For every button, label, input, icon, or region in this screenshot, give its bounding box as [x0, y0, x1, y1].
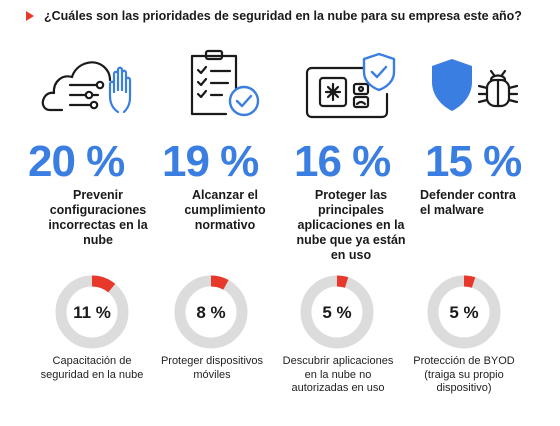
donut-label-4: Protección de BYOD (traiga su propio dis…: [413, 355, 515, 394]
stat-value-2: 19 %: [162, 137, 259, 186]
shield-bug-icon: [432, 59, 519, 111]
donut-chart-3: 5 %: [300, 275, 374, 349]
stat-label-2: Alcanzar el cumplimiento normativo: [184, 188, 266, 232]
donut-value: 5 %: [322, 303, 351, 322]
donut-label-2: Proteger dispositivos móviles: [160, 355, 264, 381]
donut-label-3: Descubrir aplicaciones en la nube no aut…: [282, 355, 394, 394]
stat-label-4: Defender contra el malware: [420, 188, 516, 217]
donut-segment: [463, 275, 476, 288]
donut-value: 5 %: [449, 303, 478, 322]
donut-segment: [336, 275, 349, 288]
stat-label-3: Proteger las principales aplicaciones en…: [296, 188, 406, 262]
donut-chart-4: 5 %: [427, 275, 501, 349]
triangle-bullet-icon: [26, 11, 34, 21]
donut-segment: [210, 275, 229, 290]
stat-value-4: 15 %: [425, 137, 522, 186]
header: ¿Cuáles son las prioridades de seguridad…: [26, 6, 522, 26]
app-panel-shield-icon: [305, 52, 396, 119]
donut-value: 8 %: [196, 303, 225, 322]
stat-label-1: Prevenir configuraciones incorrectas en …: [48, 188, 148, 247]
stat-value-3: 16 %: [294, 137, 391, 186]
cloud-settings-hand-icon: [41, 61, 132, 114]
donut-segment: [91, 275, 116, 293]
donut-chart-2: 8 %: [174, 275, 248, 349]
page-title: ¿Cuáles son las prioridades de seguridad…: [44, 9, 522, 23]
donut-label-1: Capacitación de seguridad en la nube: [40, 355, 144, 381]
donut-chart-1: 11 %: [55, 275, 129, 349]
donut-value: 11 %: [73, 303, 111, 322]
stat-value-1: 20 %: [28, 137, 125, 186]
checklist-icon: [190, 49, 260, 117]
